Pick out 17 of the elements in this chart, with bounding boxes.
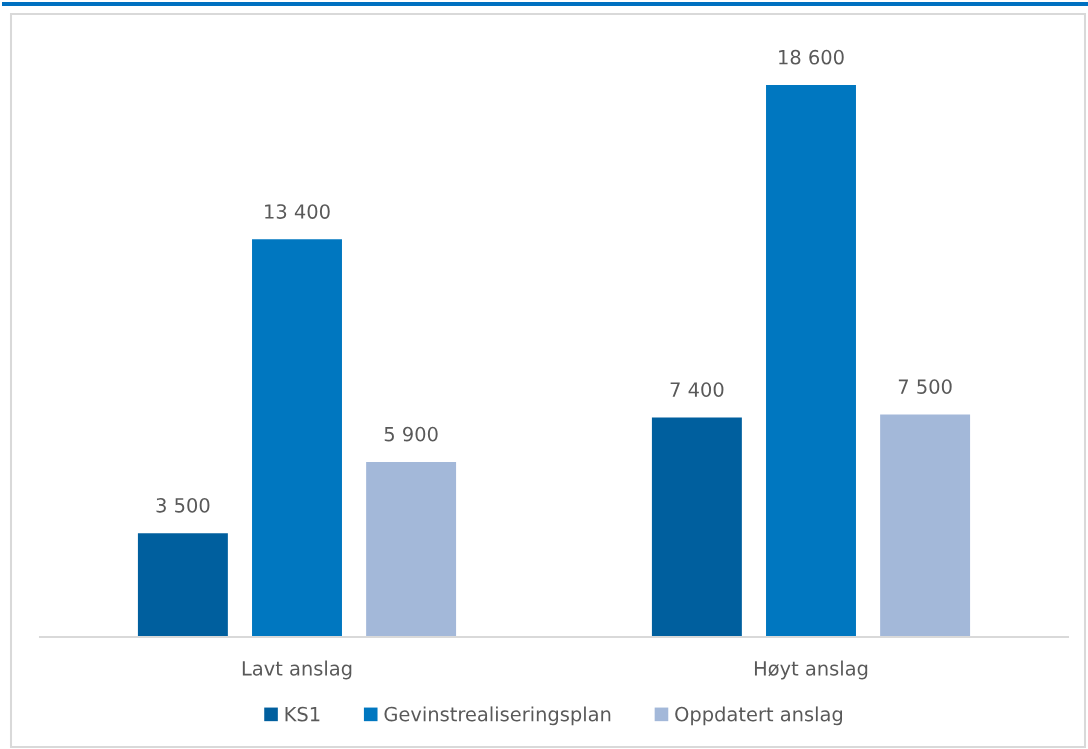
data-label: 3 500 bbox=[156, 497, 210, 513]
bar bbox=[880, 414, 971, 637]
bar bbox=[366, 461, 457, 637]
legend-label: Oppdatert anslag bbox=[675, 706, 842, 726]
bar bbox=[252, 239, 342, 637]
bar bbox=[651, 417, 742, 637]
data-label: 13 400 bbox=[265, 204, 330, 219]
bar bbox=[137, 533, 228, 637]
x-tick-label: Høyt anslag bbox=[754, 660, 868, 680]
data-label: 18 600 bbox=[779, 49, 844, 65]
x-tick-label: Lavt anslag bbox=[242, 660, 352, 680]
data-label: 7 500 bbox=[898, 379, 952, 394]
data-label: 7 400 bbox=[670, 382, 724, 397]
bar bbox=[766, 84, 856, 637]
legend-label: KS1 bbox=[285, 706, 320, 722]
legend-label: Gevinstrealiseringsplan bbox=[384, 706, 611, 726]
data-label: 5 900 bbox=[384, 426, 438, 442]
